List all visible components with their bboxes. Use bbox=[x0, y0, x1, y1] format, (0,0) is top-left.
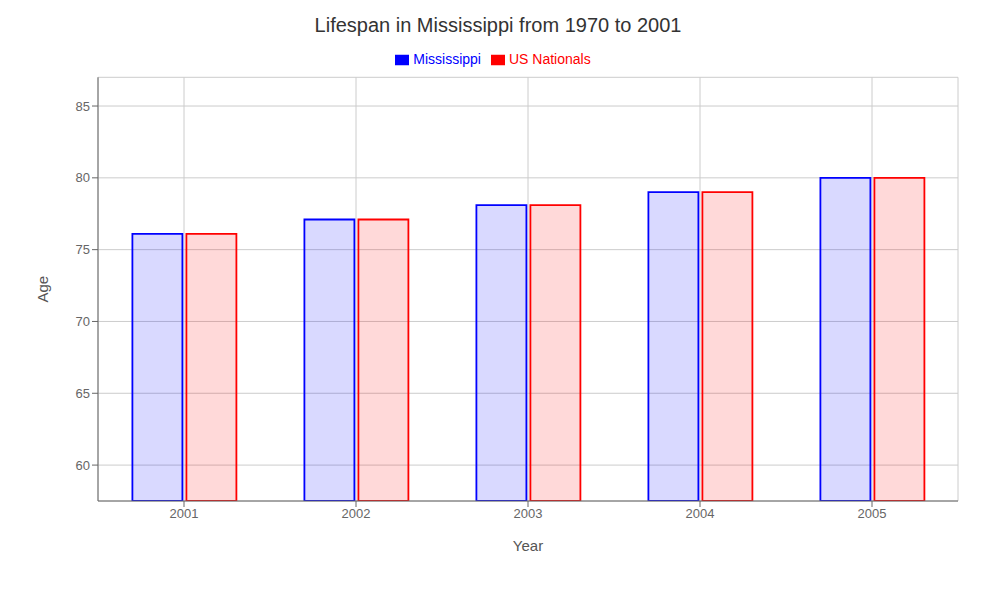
svg-text:60: 60 bbox=[76, 458, 90, 473]
svg-text:Year: Year bbox=[513, 537, 543, 554]
html-text:Mississippi: Mississippi bbox=[413, 51, 481, 67]
svg-text:2002: 2002 bbox=[342, 506, 371, 521]
svg-text:2004: 2004 bbox=[686, 506, 715, 521]
svg-text:85: 85 bbox=[76, 99, 90, 114]
svg-text:2003: 2003 bbox=[514, 506, 543, 521]
svg-text:2005: 2005 bbox=[858, 506, 887, 521]
svg-text:80: 80 bbox=[76, 170, 90, 185]
svg-text:75: 75 bbox=[76, 242, 90, 257]
html-text:Lifespan in Mississippi from 1: Lifespan in Mississippi from 1970 to 200… bbox=[314, 14, 682, 36]
html-text:US Nationals: US Nationals bbox=[509, 51, 591, 67]
svg-text:65: 65 bbox=[76, 386, 90, 401]
svg-text:2001: 2001 bbox=[170, 506, 199, 521]
svg-text:Age: Age bbox=[34, 276, 51, 303]
svg-text:70: 70 bbox=[76, 314, 90, 329]
